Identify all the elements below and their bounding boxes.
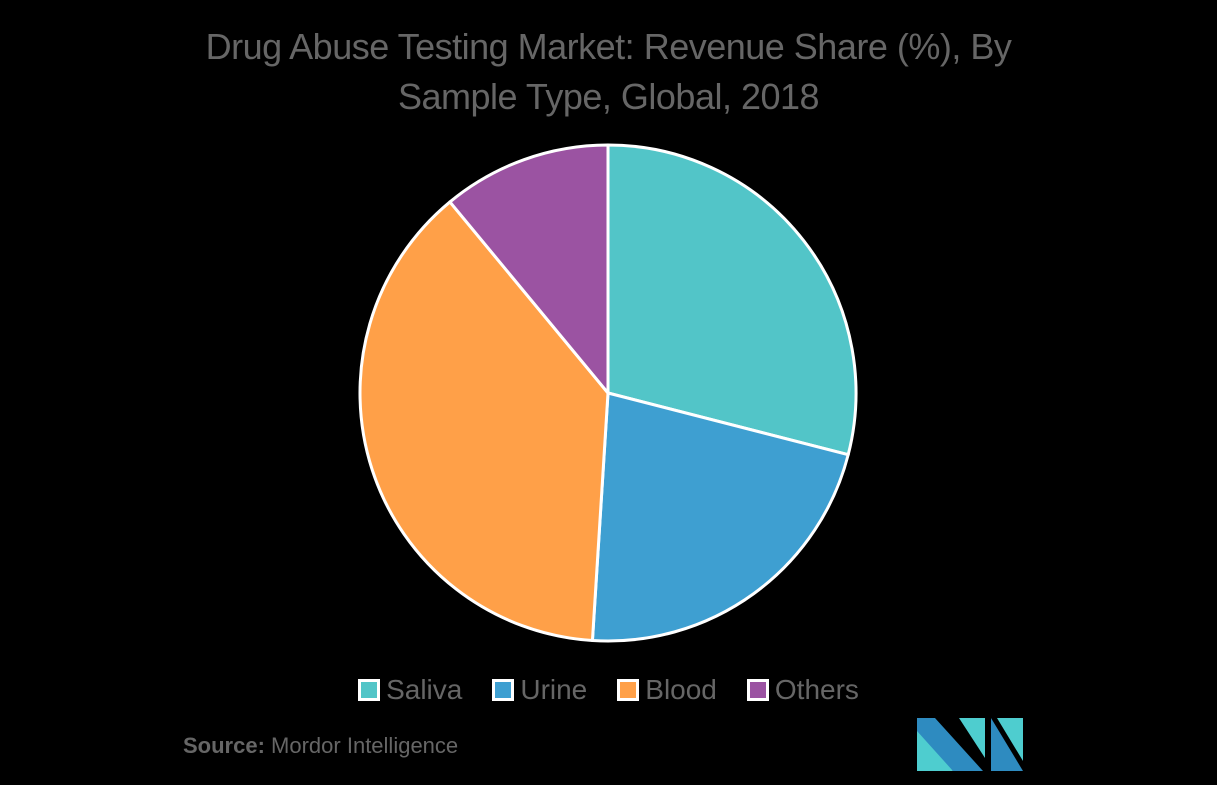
legend-swatch-urine-icon — [492, 679, 515, 701]
chart-legend: Saliva Urine Blood Others — [0, 672, 1217, 708]
chart-title-line-2: Sample Type, Global, 2018 — [397, 76, 820, 117]
mordor-intelligence-logo-icon — [917, 718, 1023, 771]
source-value: Mordor Intelligence — [271, 733, 459, 758]
pie-slice-others — [448, 143, 610, 395]
legend-item-others: Others — [746, 672, 859, 708]
legend-item-saliva: Saliva — [358, 672, 462, 708]
pie-slice-blood — [358, 200, 610, 643]
legend-swatch-blood-icon — [617, 679, 640, 701]
legend-swatch-others-icon — [746, 679, 769, 701]
legend-label: Blood — [645, 674, 717, 705]
source-note: Source: Mordor Intelligence — [183, 733, 458, 759]
pie-slice-saliva — [606, 143, 858, 457]
legend-item-blood: Blood — [617, 672, 717, 708]
chart-title-line-1: Drug Abuse Testing Market: Revenue Share… — [205, 26, 1012, 67]
pie-slice-urine — [590, 391, 850, 643]
source-label: Source: — [183, 733, 265, 758]
legend-label: Saliva — [386, 674, 463, 705]
legend-label: Urine — [520, 674, 588, 705]
legend-item-urine: Urine — [492, 672, 587, 708]
legend-swatch-saliva-icon — [358, 679, 381, 701]
chart-title: Drug Abuse Testing Market: Revenue Share… — [0, 22, 1217, 122]
legend-label: Others — [774, 674, 859, 705]
